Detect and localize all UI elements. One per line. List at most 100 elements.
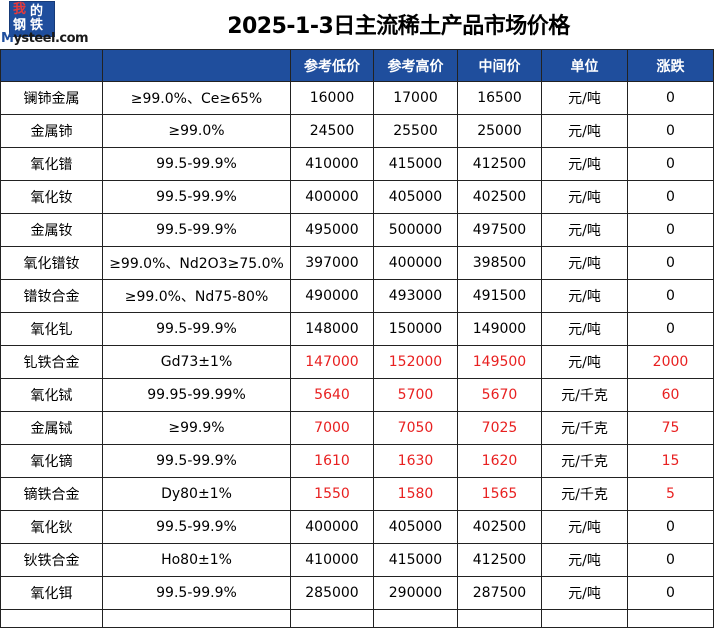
product-name-cell: 金属铈 (0, 114, 103, 148)
spec-cell: Gd73±1% (102, 345, 291, 379)
high-price-cell: 415000 (373, 147, 458, 181)
high-price-cell: 400000 (373, 246, 458, 280)
change-cell: 0 (627, 147, 714, 181)
spec-cell: ≥99.0% (102, 114, 291, 148)
spec-cell: 99.5-99.9% (102, 213, 291, 247)
table-row: 氧化镝 99.5-99.9% 1610 1630 1620 元/千克 15 (0, 444, 714, 478)
spec-cell: 99.5-99.9% (102, 180, 291, 214)
high-price-cell: 405000 (373, 510, 458, 544)
spec-cell: ≥99.0%、Nd75-80% (102, 279, 291, 313)
low-price-cell: 410000 (290, 147, 374, 181)
mid-price-cell: 16500 (457, 81, 542, 115)
change-cell: 0 (627, 180, 714, 214)
mid-price-cell: 412500 (457, 543, 542, 577)
logo-wordmark-m: M (1, 31, 14, 46)
logo-glyph-gang: 钢 (13, 18, 27, 33)
mid-price-cell: 491500 (457, 279, 542, 313)
high-price-cell: 7050 (373, 411, 458, 445)
product-name-cell: 氧化铽 (0, 378, 103, 412)
product-name-cell: 氧化镨 (0, 147, 103, 181)
spec-cell: 99.5-99.9% (102, 576, 291, 610)
low-price-cell: 490000 (290, 279, 374, 313)
empty-cell (457, 609, 542, 628)
product-name-cell: 氧化钬 (0, 510, 103, 544)
high-price-cell: 25500 (373, 114, 458, 148)
product-name-cell: 氧化钆 (0, 312, 103, 346)
product-name-cell: 镨钕合金 (0, 279, 103, 313)
unit-cell: 元/吨 (541, 543, 628, 577)
product-name-cell: 金属铽 (0, 411, 103, 445)
change-cell: 5 (627, 477, 714, 511)
header-col-mid-price: 中间价 (457, 49, 542, 82)
change-cell: 0 (627, 114, 714, 148)
spec-cell: 99.95-99.99% (102, 378, 291, 412)
header-col-unit: 单位 (541, 49, 628, 82)
mid-price-cell: 149500 (457, 345, 542, 379)
unit-cell: 元/吨 (541, 147, 628, 181)
table-row: 氧化镨钕 ≥99.0%、Nd2O3≥75.0% 397000 400000 398500… (0, 246, 714, 280)
mid-price-cell: 149000 (457, 312, 542, 346)
unit-cell: 元/千克 (541, 378, 628, 412)
price-table: 参考低价 参考高价 中间价 单位 涨跌 镧铈金属 ≥99.0%、Ce≥65% 16000 17… (0, 49, 714, 628)
logo-wordmark-rest: ysteel.com (13, 31, 89, 46)
table-row: 氧化铽 99.95-99.99% 5640 5700 5670 元/千克 60 (0, 378, 714, 412)
logo-mark: 我 的 钢 铁 (9, 1, 55, 37)
low-price-cell: 285000 (290, 576, 374, 610)
product-name-cell: 氧化镝 (0, 444, 103, 478)
unit-cell: 元/千克 (541, 477, 628, 511)
table-row: 金属钕 99.5-99.9% 495000 500000 497500 元/吨 0 (0, 213, 714, 247)
unit-cell: 元/吨 (541, 246, 628, 280)
change-cell: 0 (627, 279, 714, 313)
mysteel-logo[interactable]: 我 的 钢 铁 Mysteel.com (1, 1, 89, 47)
empty-row (0, 609, 714, 628)
high-price-cell: 405000 (373, 180, 458, 214)
logo-glyph-de: 的 (30, 4, 44, 19)
unit-cell: 元/吨 (541, 180, 628, 214)
empty-cell (627, 609, 714, 628)
high-price-cell: 415000 (373, 543, 458, 577)
table-body: 镧铈金属 ≥99.0%、Ce≥65% 16000 17000 16500 元/吨 0 金属铈 ≥… (0, 81, 714, 628)
spec-cell: 99.5-99.9% (102, 510, 291, 544)
logo-wordmark: Mysteel.com (1, 31, 89, 46)
table-row: 氧化镨 99.5-99.9% 410000 415000 412500 元/吨 0 (0, 147, 714, 181)
low-price-cell: 400000 (290, 510, 374, 544)
low-price-cell: 148000 (290, 312, 374, 346)
unit-cell: 元/吨 (541, 213, 628, 247)
change-cell: 75 (627, 411, 714, 445)
high-price-cell: 1580 (373, 477, 458, 511)
mid-price-cell: 287500 (457, 576, 542, 610)
mid-price-cell: 402500 (457, 510, 542, 544)
high-price-cell: 1630 (373, 444, 458, 478)
high-price-cell: 493000 (373, 279, 458, 313)
table-row: 镧铈金属 ≥99.0%、Ce≥65% 16000 17000 16500 元/吨 0 (0, 81, 714, 115)
change-cell: 0 (627, 246, 714, 280)
change-cell: 0 (627, 543, 714, 577)
empty-cell (373, 609, 458, 628)
product-name-cell: 钆铁合金 (0, 345, 103, 379)
spec-cell: ≥99.0%、Nd2O3≥75.0% (102, 246, 291, 280)
header-col-low-price: 参考低价 (290, 49, 374, 82)
change-cell: 0 (627, 81, 714, 115)
mid-price-cell: 402500 (457, 180, 542, 214)
high-price-cell: 150000 (373, 312, 458, 346)
spec-cell: 99.5-99.9% (102, 444, 291, 478)
high-price-cell: 152000 (373, 345, 458, 379)
unit-cell: 元/吨 (541, 345, 628, 379)
change-cell: 0 (627, 213, 714, 247)
spec-cell: ≥99.0%、Ce≥65% (102, 81, 291, 115)
spec-cell: 99.5-99.9% (102, 147, 291, 181)
table-row: 氧化铒 99.5-99.9% 285000 290000 287500 元/吨 0 (0, 576, 714, 610)
unit-cell: 元/千克 (541, 411, 628, 445)
low-price-cell: 495000 (290, 213, 374, 247)
mid-price-cell: 398500 (457, 246, 542, 280)
empty-cell (541, 609, 628, 628)
unit-cell: 元/吨 (541, 576, 628, 610)
spec-cell: 99.5-99.9% (102, 312, 291, 346)
low-price-cell: 147000 (290, 345, 374, 379)
page-header: 我 的 钢 铁 Mysteel.com 2025-1-3日主流稀土产品市场价格 (0, 0, 715, 50)
mid-price-cell: 25000 (457, 114, 542, 148)
high-price-cell: 17000 (373, 81, 458, 115)
mid-price-cell: 497500 (457, 213, 542, 247)
table-header-row: 参考低价 参考高价 中间价 单位 涨跌 (0, 49, 714, 82)
product-name-cell: 钬铁合金 (0, 543, 103, 577)
